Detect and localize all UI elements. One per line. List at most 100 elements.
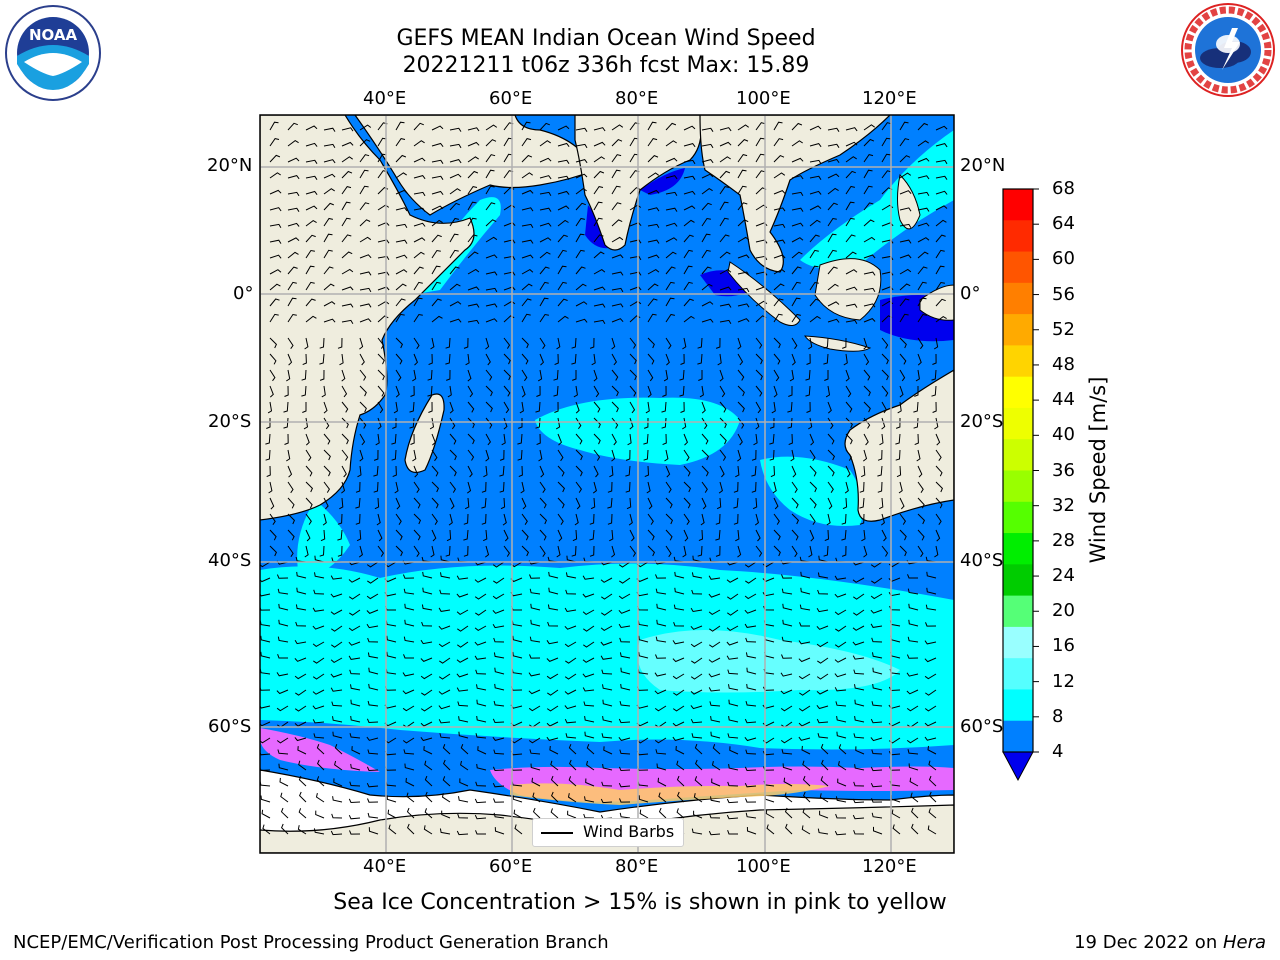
wind-barb — [694, 743, 703, 755]
wind-barb — [420, 705, 433, 712]
wind-barb — [854, 699, 865, 707]
wind-barb — [449, 465, 457, 477]
wind-barb — [809, 159, 822, 165]
wind-barb — [888, 561, 901, 568]
wind-barb — [348, 593, 361, 600]
wind-barb — [611, 385, 619, 397]
wind-barb — [773, 172, 786, 179]
wind-barb — [908, 763, 919, 771]
wind-barb — [881, 137, 891, 147]
wind-barb — [917, 513, 926, 525]
wind-barb — [313, 657, 325, 664]
wind-barb — [467, 217, 477, 227]
wind-barb — [709, 641, 721, 648]
wind-barb — [728, 764, 739, 771]
wind-barb — [410, 385, 415, 397]
wind-barb — [899, 283, 911, 291]
wind-barb — [482, 529, 488, 542]
wind-barb — [908, 603, 919, 611]
wind-barb — [348, 641, 361, 646]
wind-barb — [791, 222, 804, 227]
wind-barb — [655, 588, 667, 595]
wind-barb — [350, 684, 361, 691]
wind-barb — [753, 433, 758, 446]
wind-barb — [827, 497, 833, 510]
wind-barb — [449, 497, 455, 510]
wind-barb — [313, 733, 325, 739]
wind-barb — [737, 545, 742, 558]
wind-barb — [673, 689, 685, 696]
wind-barb — [503, 337, 511, 349]
colorbar-tick-label: 32 — [1052, 494, 1075, 516]
wind-barb — [836, 731, 847, 739]
wind-barb — [665, 237, 678, 243]
wind-barb — [791, 465, 797, 478]
australia-wind-patch — [760, 456, 864, 526]
wind-barb — [863, 185, 873, 195]
wind-barb — [898, 481, 903, 494]
wind-barb — [269, 545, 278, 557]
colorbar-tick-label: 24 — [1052, 565, 1075, 587]
wind-barb — [672, 721, 685, 727]
wind-barb — [431, 281, 441, 291]
wind-barb — [536, 433, 541, 446]
wind-barb — [863, 236, 876, 243]
wind-barb — [456, 673, 469, 678]
wind-barb — [665, 191, 678, 197]
wind-barb — [676, 808, 685, 819]
wind-barb — [647, 283, 659, 291]
wind-barb — [932, 353, 937, 365]
wind-barb — [709, 701, 721, 707]
wind-barb — [935, 143, 948, 148]
wind-barb — [870, 623, 883, 628]
wind-barb — [600, 798, 613, 804]
wind-barb — [823, 353, 829, 365]
wind-barb — [935, 219, 947, 227]
wind-barb — [593, 201, 603, 211]
wind-barb — [449, 249, 459, 259]
wind-barb — [305, 281, 315, 291]
wind-barb — [394, 481, 399, 494]
wind-barb — [863, 271, 876, 276]
wind-barb — [708, 687, 721, 692]
wind-barb — [276, 574, 289, 579]
wind-barb — [845, 401, 853, 413]
wind-barb — [449, 318, 462, 323]
wind-barb — [896, 465, 902, 478]
wind-barb — [269, 121, 279, 131]
wind-barb — [359, 417, 367, 429]
wind-barb — [924, 736, 937, 741]
wind-barb — [287, 122, 298, 131]
wind-barb — [655, 574, 667, 579]
wind-barb — [665, 157, 678, 163]
wind-barb — [773, 239, 786, 244]
wind-barb — [917, 353, 922, 366]
wind-barb — [683, 433, 688, 446]
wind-barb — [475, 733, 487, 739]
wind-barb — [827, 266, 838, 275]
wind-barb — [413, 313, 423, 323]
wind-barb — [330, 593, 343, 598]
wind-barb — [701, 449, 710, 461]
wind-barb — [602, 764, 613, 771]
wind-barb — [499, 465, 505, 477]
wind-barb — [582, 673, 595, 678]
wind-barb — [565, 733, 577, 739]
wind-barb — [449, 143, 462, 149]
wind-barb — [431, 265, 441, 275]
wind-barb — [619, 812, 631, 819]
wind-barb — [639, 809, 649, 819]
wind-barb — [589, 337, 595, 349]
wind-barb — [467, 303, 480, 308]
wind-barb — [907, 636, 919, 643]
footer-credit: NCEP/EMC/Verification Post Processing Pr… — [13, 932, 609, 953]
wind-barb — [377, 529, 383, 542]
wind-barb — [727, 781, 739, 787]
wind-barb — [260, 593, 271, 597]
wind-barb — [305, 497, 313, 509]
wind-barb — [350, 699, 361, 707]
wind-barb — [421, 689, 433, 696]
wind-barb — [477, 746, 487, 755]
wind-barb — [260, 686, 271, 691]
wind-barb — [906, 689, 919, 695]
